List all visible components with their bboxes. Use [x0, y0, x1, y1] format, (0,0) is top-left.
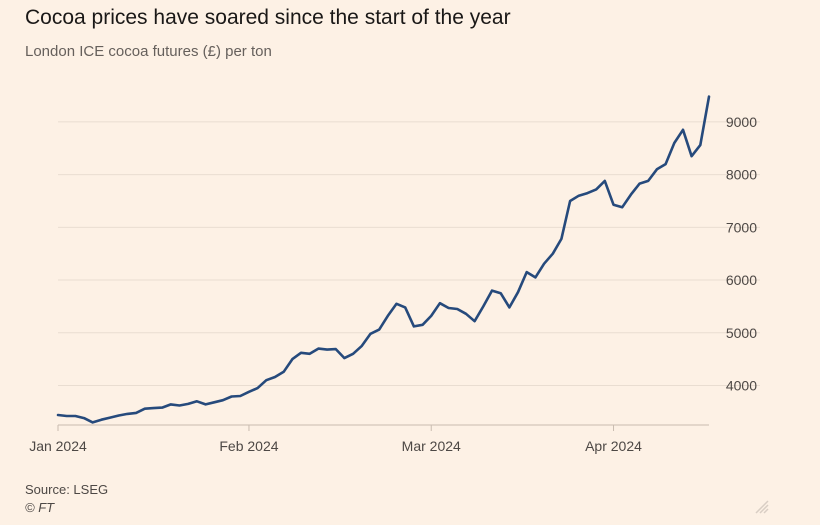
y-tick-label: 5000 [726, 325, 757, 341]
y-tick-label: 4000 [726, 377, 757, 393]
resize-grip-icon [755, 500, 769, 514]
x-tick-label: Feb 2024 [219, 438, 278, 454]
chart-subtitle: London ICE cocoa futures (£) per ton [25, 43, 272, 60]
x-tick-label: Mar 2024 [402, 438, 461, 454]
copyright-credit: © FT [25, 500, 55, 515]
y-tick-label: 7000 [726, 219, 757, 235]
source-note: Source: LSEG [25, 482, 109, 497]
y-tick-label: 9000 [726, 114, 757, 130]
x-tick-label: Jan 2024 [29, 438, 87, 454]
y-tick-label: 6000 [726, 272, 757, 288]
chart-title: Cocoa prices have soared since the start… [25, 6, 511, 29]
series-line-cocoa-futures [56, 95, 711, 424]
y-tick-label: 8000 [726, 167, 757, 183]
x-tick-label: Apr 2024 [585, 438, 642, 454]
